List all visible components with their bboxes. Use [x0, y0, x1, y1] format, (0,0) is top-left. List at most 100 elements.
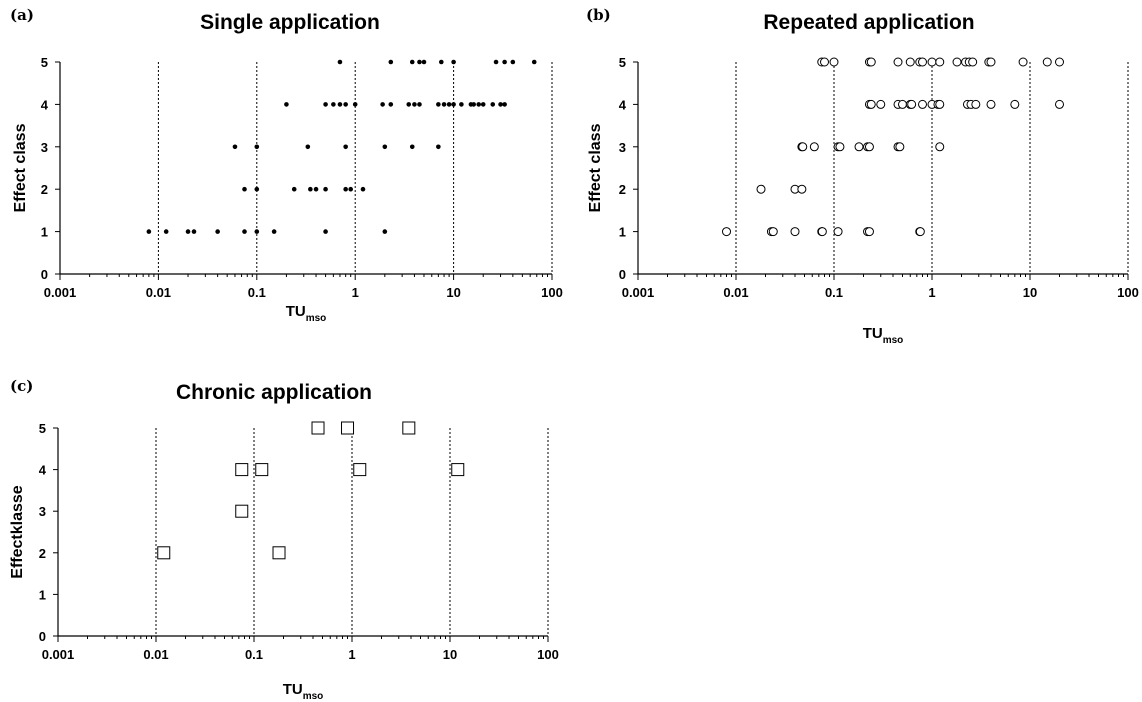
y-tick-label: 3	[41, 140, 48, 155]
data-point	[971, 99, 981, 109]
data-point	[421, 59, 427, 65]
data-point	[272, 546, 286, 560]
y-tick-label: 5	[619, 55, 626, 70]
y-axis-label: Effect class	[587, 123, 604, 212]
data-point	[441, 102, 447, 107]
data-point	[798, 142, 808, 152]
data-point	[215, 229, 220, 234]
panel-letter: (b)	[586, 6, 611, 24]
data-point	[502, 59, 507, 65]
data-point	[417, 59, 422, 65]
data-point	[531, 59, 537, 65]
data-point	[323, 186, 328, 192]
data-point	[255, 463, 269, 477]
data-point	[1010, 99, 1020, 109]
data-point	[451, 463, 465, 477]
data-point	[866, 57, 876, 67]
y-tick-label: 4	[619, 97, 627, 112]
data-point	[1055, 99, 1065, 109]
data-point	[952, 57, 962, 67]
x-tick-label: 0.01	[146, 285, 171, 300]
data-point	[1055, 57, 1065, 67]
y-axis-label: Effectklasse	[9, 485, 26, 578]
data-point	[446, 102, 452, 107]
data-point	[323, 102, 328, 107]
data-point	[235, 463, 249, 477]
data-point	[353, 463, 367, 477]
data-point	[337, 59, 343, 65]
data-point	[864, 227, 874, 237]
x-tick-label: 10	[1023, 285, 1037, 300]
data-point	[918, 57, 928, 67]
data-point	[337, 102, 343, 107]
data-point	[417, 102, 422, 107]
x-tick-label: 1	[348, 647, 355, 662]
data-point	[254, 229, 260, 234]
chart-title: Single application	[200, 11, 380, 34]
y-tick-label: 4	[41, 97, 49, 112]
chart-panel-3: (c) Chronic application 0 1 2 3 4 5 0.001 0.01 0.1…	[9, 377, 559, 702]
data-point	[348, 186, 353, 192]
data-point	[935, 99, 945, 109]
data-point	[313, 186, 319, 192]
data-point	[352, 102, 358, 107]
data-point	[406, 102, 412, 107]
data-point	[797, 184, 807, 194]
x-tick-label: 0.001	[44, 285, 77, 300]
data-point	[451, 59, 456, 65]
data-point	[409, 59, 415, 65]
data-point	[436, 102, 441, 107]
data-point	[809, 142, 819, 152]
x-tick-label: 0.01	[723, 285, 748, 300]
data-point	[439, 59, 444, 65]
data-point	[185, 229, 191, 234]
data-point	[308, 186, 313, 192]
x-tick-label: 10	[446, 285, 460, 300]
data-point	[1042, 57, 1052, 67]
data-point	[471, 102, 476, 107]
data-point	[146, 229, 152, 234]
data-point	[833, 227, 843, 237]
y-tick-label: 2	[619, 182, 626, 197]
y-tick-label: 2	[41, 182, 48, 197]
chart-title: Chronic application	[176, 381, 372, 404]
y-tick-label: 5	[39, 421, 46, 436]
data-point	[343, 186, 348, 192]
x-axis-label: TUmso	[286, 303, 327, 324]
data-point	[341, 421, 355, 435]
chart-title: Repeated application	[763, 11, 974, 34]
y-tick-label: 3	[619, 140, 626, 155]
x-tick-label: 0.01	[143, 647, 168, 662]
data-point	[897, 99, 907, 109]
data-point	[388, 102, 394, 107]
data-point	[388, 59, 394, 65]
data-point	[323, 229, 328, 234]
data-point	[986, 99, 996, 109]
chart-panel-1: (a) Single application 0 1 2 3 4 5 0.001 0.01 0.1 1…	[10, 6, 563, 324]
x-tick-label: 0.1	[248, 285, 266, 300]
data-point	[986, 57, 996, 67]
data-point	[409, 144, 415, 150]
data-point	[820, 57, 830, 67]
x-tick-label: 100	[537, 647, 559, 662]
data-point	[242, 229, 247, 234]
data-point	[412, 102, 417, 107]
data-point	[242, 186, 247, 192]
data-point	[331, 102, 336, 107]
data-point	[790, 227, 800, 237]
data-point	[829, 57, 839, 67]
x-tick-label: 1	[352, 285, 359, 300]
data-point	[502, 102, 507, 107]
data-point	[927, 57, 937, 67]
chart-panel-2: (b) Repeated application 0 1 2 3 4 5 0.001 0.01 0.…	[586, 6, 1139, 346]
data-point	[291, 186, 297, 192]
x-tick-label: 10	[443, 647, 457, 662]
data-point	[360, 186, 366, 192]
data-point	[232, 144, 238, 150]
x-tick-label: 0.1	[245, 647, 263, 662]
data-point	[305, 144, 311, 150]
data-point	[382, 229, 388, 234]
data-point	[756, 184, 766, 194]
x-tick-label: 100	[1117, 285, 1139, 300]
